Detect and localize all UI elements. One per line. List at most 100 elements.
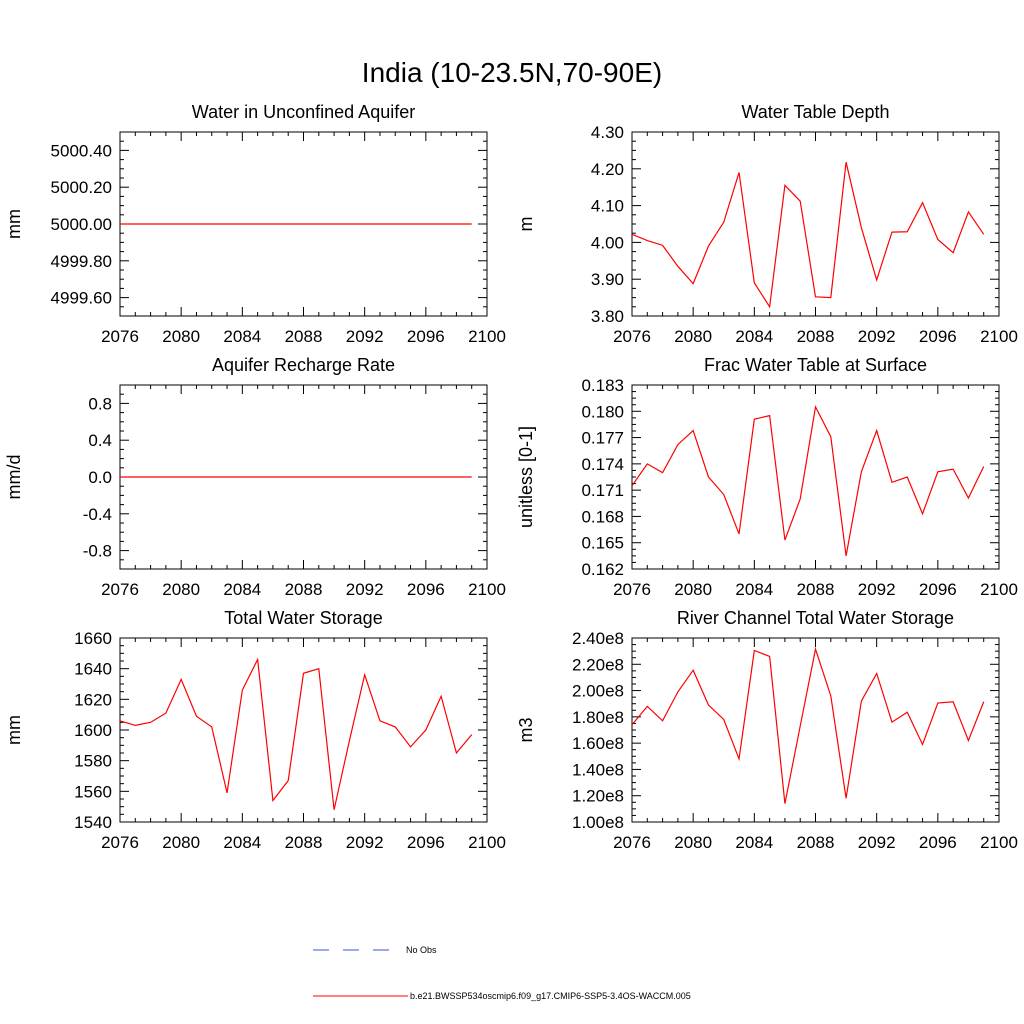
x-tick-label: 2084 bbox=[735, 833, 773, 852]
y-tick-label: 0.180 bbox=[581, 402, 624, 421]
panel-title: Water in Unconfined Aquifer bbox=[192, 102, 415, 122]
y-tick-label: 4.20 bbox=[591, 160, 624, 179]
y-tick-label: 4.00 bbox=[591, 233, 624, 252]
y-axis-label: m bbox=[516, 217, 536, 232]
plot-frame bbox=[631, 637, 1000, 823]
y-tick-label: 1.20e8 bbox=[572, 787, 624, 806]
x-tick-label: 2092 bbox=[346, 833, 384, 852]
y-tick-label: 5000.40 bbox=[51, 141, 112, 160]
series-line bbox=[119, 657, 473, 810]
y-tick-label: 3.90 bbox=[591, 270, 624, 289]
y-tick-label: 0.174 bbox=[581, 455, 624, 474]
y-axis-label: mm bbox=[4, 715, 24, 745]
legend-label: No Obs bbox=[406, 945, 437, 955]
x-tick-label: 2084 bbox=[223, 580, 261, 599]
y-tick-label: 0.168 bbox=[581, 507, 624, 526]
y-tick-label: 5000.20 bbox=[51, 178, 112, 197]
x-tick-label: 2100 bbox=[980, 833, 1018, 852]
y-tick-label: 1.40e8 bbox=[572, 760, 624, 779]
x-tick-label: 2084 bbox=[735, 327, 773, 346]
x-tick-label: 2076 bbox=[101, 833, 139, 852]
x-tick-label: 2088 bbox=[285, 580, 323, 599]
y-tick-label: 0.162 bbox=[581, 560, 624, 579]
x-tick-label: 2080 bbox=[674, 833, 712, 852]
y-axis-label: mm bbox=[4, 209, 24, 239]
x-tick-label: 2092 bbox=[346, 580, 384, 599]
x-tick-label: 2096 bbox=[407, 833, 445, 852]
chart-panel: Total Water Storage mm 2076 2080 2084 2088 209… bbox=[4, 608, 506, 852]
y-tick-label: 0.0 bbox=[88, 468, 112, 487]
x-tick-label: 2096 bbox=[919, 580, 957, 599]
y-tick-label: 1.60e8 bbox=[572, 734, 624, 753]
x-tick-label: 2088 bbox=[797, 580, 835, 599]
y-tick-label: 0.183 bbox=[581, 376, 624, 395]
y-tick-label: 4.30 bbox=[591, 123, 624, 142]
x-tick-label: 2084 bbox=[223, 833, 261, 852]
series-line bbox=[631, 162, 985, 309]
y-axis-label: mm/d bbox=[4, 455, 24, 500]
x-tick-label: 2084 bbox=[223, 327, 261, 346]
y-tick-label: 1540 bbox=[74, 813, 112, 832]
y-tick-label: 0.171 bbox=[581, 481, 624, 500]
chart-panel: Aquifer Recharge Rate mm/d 2076 2080 2084 208… bbox=[4, 355, 506, 599]
panel-title: Water Table Depth bbox=[741, 102, 889, 122]
plot-frame bbox=[119, 637, 488, 823]
x-tick-label: 2096 bbox=[407, 327, 445, 346]
x-tick-label: 2092 bbox=[858, 327, 896, 346]
x-tick-label: 2092 bbox=[858, 580, 896, 599]
plot-frame bbox=[631, 131, 1000, 317]
x-tick-label: 2088 bbox=[285, 833, 323, 852]
x-tick-label: 2096 bbox=[919, 327, 957, 346]
y-tick-label: 0.4 bbox=[88, 431, 112, 450]
x-tick-label: 2088 bbox=[797, 833, 835, 852]
figure-title: India (10-23.5N,70-90E) bbox=[362, 57, 662, 88]
plot-frame bbox=[631, 384, 1000, 570]
y-tick-label: 1660 bbox=[74, 629, 112, 648]
x-tick-label: 2080 bbox=[674, 580, 712, 599]
y-tick-label: 1620 bbox=[74, 690, 112, 709]
x-tick-label: 2076 bbox=[613, 327, 651, 346]
x-tick-label: 2076 bbox=[101, 580, 139, 599]
y-tick-label: 1640 bbox=[74, 660, 112, 679]
y-axis-label: m3 bbox=[516, 717, 536, 742]
y-tick-label: -0.4 bbox=[83, 505, 112, 524]
x-tick-label: 2080 bbox=[162, 580, 200, 599]
y-tick-label: 1560 bbox=[74, 782, 112, 801]
x-tick-label: 2088 bbox=[797, 327, 835, 346]
y-tick-label: 1600 bbox=[74, 721, 112, 740]
y-tick-label: 0.165 bbox=[581, 534, 624, 553]
x-tick-label: 2080 bbox=[162, 327, 200, 346]
y-axis-label: unitless [0-1] bbox=[516, 426, 536, 528]
y-tick-label: 2.20e8 bbox=[572, 655, 624, 674]
x-tick-label: 2092 bbox=[346, 327, 384, 346]
chart-panel: Water Table Depth m 2076 2080 2084 2088 2092 20… bbox=[516, 102, 1018, 346]
y-tick-label: 4.10 bbox=[591, 197, 624, 216]
x-tick-label: 2100 bbox=[980, 327, 1018, 346]
panel-title: Aquifer Recharge Rate bbox=[212, 355, 395, 375]
chart-panels: Water in Unconfined Aquifer mm 2076 2080 208… bbox=[4, 102, 1018, 852]
chart-panel: Water in Unconfined Aquifer mm 2076 2080 208… bbox=[4, 102, 506, 346]
x-tick-label: 2088 bbox=[285, 327, 323, 346]
x-tick-label: 2084 bbox=[735, 580, 773, 599]
x-tick-label: 2092 bbox=[858, 833, 896, 852]
y-tick-label: 2.40e8 bbox=[572, 629, 624, 648]
x-tick-label: 2076 bbox=[101, 327, 139, 346]
legend-label: b.e21.BWSSP534oscmip6.f09_g17.CMIP6-SSP5… bbox=[410, 991, 691, 1001]
chart-panel: Frac Water Table at Surface unitless [0-1… bbox=[516, 355, 1018, 599]
y-tick-label: 1.80e8 bbox=[572, 708, 624, 727]
y-tick-label: 2.00e8 bbox=[572, 682, 624, 701]
y-tick-label: 4999.60 bbox=[51, 289, 112, 308]
y-tick-label: 3.80 bbox=[591, 307, 624, 326]
x-tick-label: 2076 bbox=[613, 580, 651, 599]
panel-title: Frac Water Table at Surface bbox=[704, 355, 927, 375]
x-tick-label: 2096 bbox=[407, 580, 445, 599]
panel-title: Total Water Storage bbox=[224, 608, 382, 628]
x-tick-label: 2096 bbox=[919, 833, 957, 852]
y-tick-label: -0.8 bbox=[83, 542, 112, 561]
x-tick-label: 2076 bbox=[613, 833, 651, 852]
chart-panel: River Channel Total Water Storage m3 2076 2… bbox=[516, 608, 1018, 852]
series-line bbox=[631, 646, 985, 804]
y-tick-label: 1.00e8 bbox=[572, 813, 624, 832]
y-tick-label: 0.177 bbox=[581, 429, 624, 448]
x-tick-label: 2080 bbox=[162, 833, 200, 852]
